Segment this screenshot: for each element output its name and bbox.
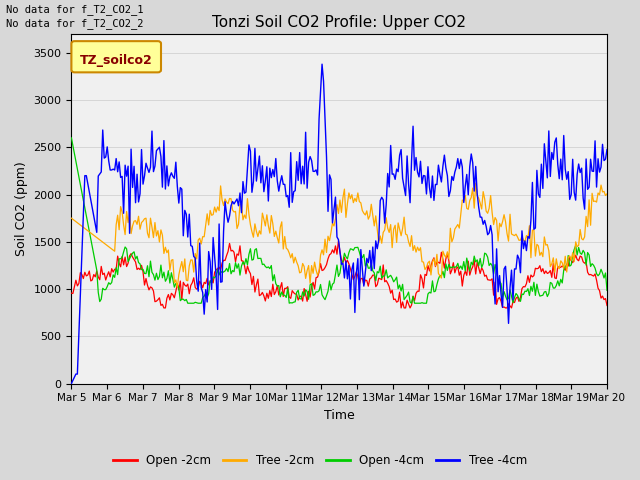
Text: No data for f_T2_CO2_2: No data for f_T2_CO2_2 <box>6 18 144 29</box>
Y-axis label: Soil CO2 (ppm): Soil CO2 (ppm) <box>15 161 28 256</box>
Legend: Open -2cm, Tree -2cm, Open -4cm, Tree -4cm: Open -2cm, Tree -2cm, Open -4cm, Tree -4… <box>108 449 532 472</box>
X-axis label: Time: Time <box>324 409 355 422</box>
Text: TZ_soilco2: TZ_soilco2 <box>80 54 152 67</box>
Title: Tonzi Soil CO2 Profile: Upper CO2: Tonzi Soil CO2 Profile: Upper CO2 <box>212 15 466 30</box>
Text: No data for f_T2_CO2_1: No data for f_T2_CO2_1 <box>6 4 144 15</box>
